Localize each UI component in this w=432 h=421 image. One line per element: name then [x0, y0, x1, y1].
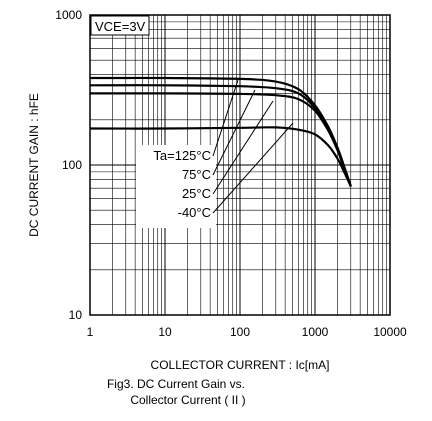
x-tick-label: 1 [87, 325, 94, 339]
series-leader-line [212, 100, 274, 195]
y-tick-label: 10 [69, 308, 83, 322]
condition-label: VCE=3V [95, 19, 146, 34]
figure-caption-line-2: Collector Current ( II ) [130, 393, 246, 407]
condition-box [90, 15, 150, 36]
plot-frame [89, 14, 391, 316]
y-tick-label: 100 [62, 158, 82, 172]
x-tick-labels: 1 10 100 1000 10000 [87, 325, 407, 339]
series-line-3 [89, 92, 352, 187]
x-tick-label: 100 [230, 325, 250, 339]
series-label: Ta=125°C [153, 148, 211, 163]
series-label: 25°C [182, 186, 211, 201]
y-tick-label: 1000 [55, 8, 82, 22]
x-tick-label: 10 [158, 325, 172, 339]
x-axis-label: COLLECTOR CURRENT : Ic[mA] [151, 358, 330, 372]
x-tick-label: 10000 [373, 325, 407, 339]
series-label: 75°C [182, 167, 211, 182]
series-label-leaders: Ta=125°C 75°C 25°C -40°C [136, 79, 294, 228]
series-label-background [136, 145, 216, 228]
x-tick-label: 1000 [302, 325, 329, 339]
series-label: -40°C [178, 205, 211, 220]
series-leader-line [212, 122, 294, 214]
series-line-4 [89, 126, 352, 187]
series-leader-line [212, 79, 239, 157]
y-axis-label: DC CURRENT GAIN : hFE [27, 93, 41, 237]
chart-series-group [89, 76, 352, 187]
figure-caption-line-1: Fig3. DC Current Gain vs. [106, 377, 246, 391]
series-leader-line [212, 89, 256, 176]
chart-grid [89, 14, 391, 316]
y-tick-labels: 10 100 1000 [55, 8, 82, 322]
